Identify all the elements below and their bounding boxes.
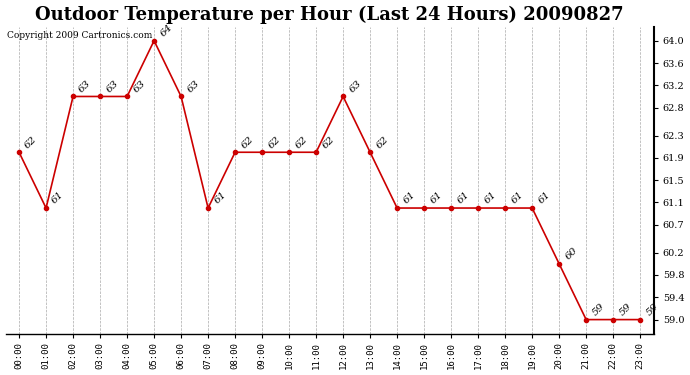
Text: 63: 63 (347, 79, 363, 94)
Text: 59: 59 (644, 302, 660, 317)
Text: 62: 62 (266, 134, 282, 150)
Text: 63: 63 (77, 79, 93, 94)
Text: 61: 61 (213, 190, 228, 206)
Text: 61: 61 (50, 190, 66, 206)
Text: 61: 61 (402, 190, 417, 206)
Text: Copyright 2009 Cartronics.com: Copyright 2009 Cartronics.com (7, 32, 152, 40)
Text: 59: 59 (591, 302, 606, 317)
Text: 64: 64 (158, 23, 174, 39)
Title: Outdoor Temperature per Hour (Last 24 Hours) 20090827: Outdoor Temperature per Hour (Last 24 Ho… (35, 6, 624, 24)
Text: 60: 60 (563, 246, 579, 262)
Text: 61: 61 (455, 190, 471, 206)
Text: 62: 62 (239, 134, 255, 150)
Text: 63: 63 (104, 79, 120, 94)
Text: 61: 61 (536, 190, 552, 206)
Text: 61: 61 (428, 190, 444, 206)
Text: 62: 62 (374, 134, 390, 150)
Text: 61: 61 (509, 190, 525, 206)
Text: 59: 59 (618, 302, 633, 317)
Text: 62: 62 (23, 134, 39, 150)
Text: 63: 63 (185, 79, 201, 94)
Text: 62: 62 (320, 134, 336, 150)
Text: 62: 62 (293, 134, 309, 150)
Text: 61: 61 (482, 190, 498, 206)
Text: 63: 63 (131, 79, 147, 94)
